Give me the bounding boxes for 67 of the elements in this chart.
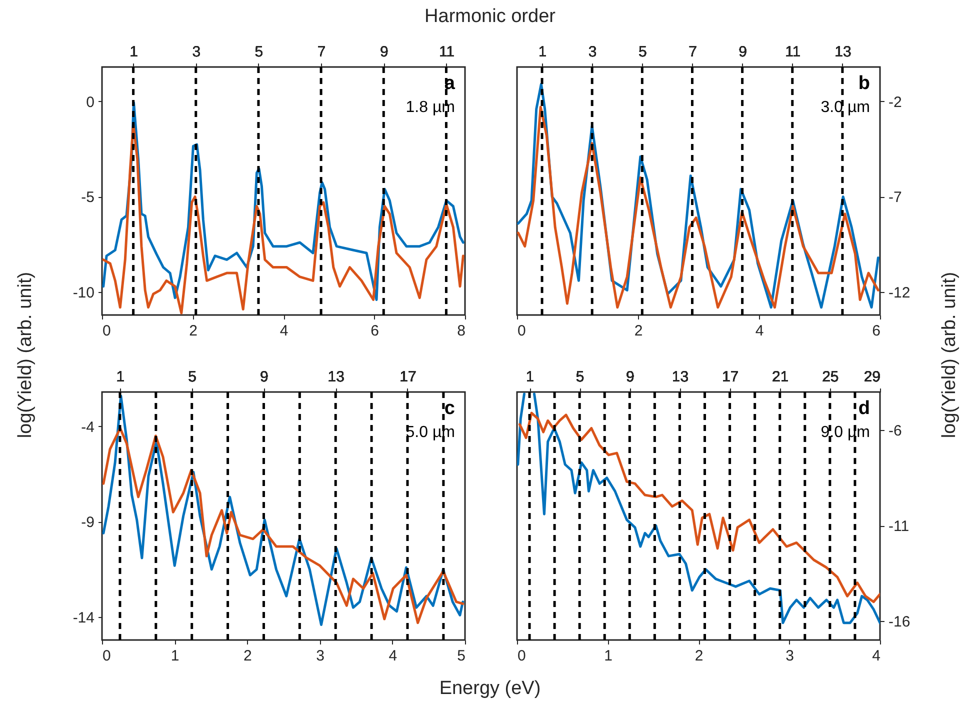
x2-tick-label: 11	[438, 44, 455, 60]
annotation: d	[858, 398, 870, 419]
x2-tick-label: 7	[688, 44, 697, 60]
x2-tick-label: 9	[260, 368, 268, 386]
x2-tick-label: 9	[380, 44, 388, 60]
y-tick-label: -14	[72, 610, 94, 627]
x-tick-label: 1	[170, 648, 180, 664]
x2-tick-label: 9	[738, 44, 747, 60]
x-tick-label: 0	[518, 648, 526, 664]
x2-tick-label: 7	[317, 44, 326, 60]
x-tick-label: 2	[634, 322, 643, 340]
x-tick-label: 3	[786, 648, 794, 664]
annotation: 3.0 µm	[820, 99, 870, 116]
y2-axis-title: log(Yield) (arb. unit)	[939, 272, 961, 438]
x2-tick-label: 17	[722, 368, 739, 386]
y-tick-label: 0	[86, 94, 94, 111]
annotation: 1.8 µm	[406, 99, 455, 116]
annotation: b	[858, 73, 870, 94]
y-tick-label: -4	[81, 418, 94, 436]
y-tick-label: -9	[81, 514, 94, 532]
x-tick-label: 2	[694, 648, 704, 664]
x2-tick-label: 5	[188, 368, 197, 386]
x-tick-label: 0	[102, 322, 111, 340]
x-tick-label: 2	[189, 322, 198, 340]
y2-tick-label: -12	[888, 284, 910, 302]
y-tick-label: -5	[81, 189, 94, 206]
y-tick-label: -10	[72, 284, 94, 302]
y2-tick-label: -16	[888, 613, 910, 630]
x2-tick-label: 9	[626, 368, 634, 386]
y2-tick-label: -2	[888, 94, 902, 111]
x2-tick-label: 1	[116, 368, 125, 386]
x-tick-label: 6	[872, 322, 880, 340]
x2-tick-label: 5	[576, 368, 584, 386]
x2-tick-label: 29	[864, 368, 880, 386]
x2-tick-label: 13	[834, 44, 852, 60]
x2-tick-label: 5	[638, 44, 647, 60]
x-tick-label: 1	[604, 648, 612, 664]
x-tick-label: 8	[457, 322, 466, 340]
x2-tick-label: 5	[254, 44, 264, 60]
y2-tick-label: -7	[888, 189, 902, 206]
y2-tick-label: -11	[888, 518, 910, 536]
x-axis-title: Energy (eV)	[439, 678, 541, 700]
x-tick-label: 4	[872, 648, 880, 664]
x2-axis-title: Harmonic order	[424, 6, 556, 28]
x-tick-label: 0	[518, 322, 526, 340]
x2-tick-label: 13	[328, 368, 344, 386]
y2-tick-label: -6	[888, 422, 902, 440]
x-tick-label: 4	[388, 648, 398, 664]
x2-tick-label: 1	[130, 44, 138, 60]
x-tick-label: 4	[280, 322, 288, 340]
x2-tick-label: 1	[526, 368, 534, 386]
x-tick-label: 5	[457, 648, 466, 664]
x-tick-label: 4	[755, 322, 764, 340]
x2-tick-label: 25	[822, 368, 839, 386]
x2-tick-label: 3	[588, 44, 597, 60]
x-tick-label: 3	[316, 648, 324, 664]
annotation: c	[444, 398, 456, 419]
x2-tick-label: 21	[772, 368, 789, 386]
x-tick-label: 6	[370, 322, 379, 340]
x2-tick-label: 1	[538, 44, 547, 60]
x2-tick-label: 17	[400, 368, 416, 386]
x2-tick-label: 13	[672, 368, 689, 386]
x2-tick-label: 3	[192, 44, 201, 60]
x-tick-label: 0	[102, 648, 111, 664]
y-axis-title: log(Yield) (arb. unit)	[15, 272, 37, 438]
x-tick-label: 2	[244, 648, 252, 664]
x2-tick-label: 11	[785, 44, 801, 60]
